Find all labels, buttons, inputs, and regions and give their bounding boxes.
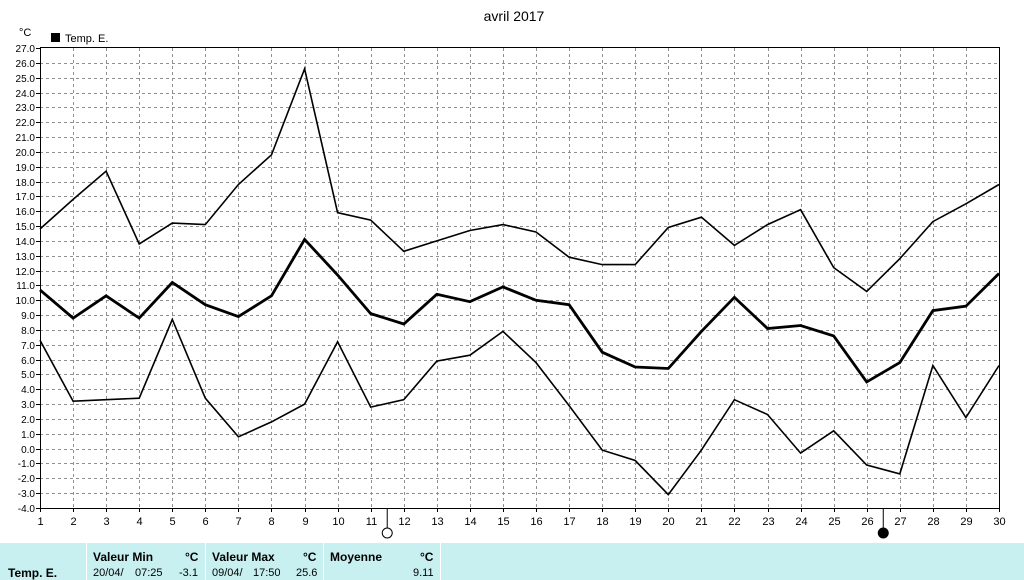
- y-tick-label: 24.0: [16, 89, 36, 100]
- x-tick-label: 4: [136, 516, 142, 528]
- y-tick-label: 9.0: [21, 311, 35, 322]
- y-tick-label: 20.0: [16, 148, 36, 159]
- y-tick-label: 21.0: [16, 133, 36, 144]
- x-tick-label: 21: [695, 516, 707, 528]
- new-moon-icon: [877, 527, 889, 539]
- x-tick-label: 30: [993, 516, 1005, 528]
- y-tick-label: 19.0: [16, 163, 36, 174]
- x-tick-label: 19: [629, 516, 641, 528]
- stats-mean-value: 9.11: [413, 567, 434, 579]
- stats-max-block: Valeur Max °C 09/04/ 17:50 25.6: [206, 543, 324, 580]
- stats-min-block: Valeur Min °C 20/04/ 07:25 -3.1: [87, 543, 206, 580]
- y-tick-label: -2.0: [18, 474, 36, 485]
- y-tick-label: 12.0: [16, 267, 36, 278]
- stats-min-unit: °C: [185, 550, 199, 564]
- series-line-max: [39, 66, 1000, 293]
- stats-empty-area: [441, 543, 1024, 580]
- y-tick-label: 11.0: [16, 281, 35, 292]
- x-tick-label: 27: [894, 516, 906, 528]
- plot-area-frame: [40, 47, 1000, 509]
- series-line-mean: [39, 237, 1000, 384]
- y-tick-label: 8.0: [21, 326, 35, 337]
- series-line-min: [39, 317, 1000, 496]
- x-axis-ticks: 1 2 3 4 5 6 7 8 9 10 11 12 13 14 15 16 17 18 19 20 21 22 23 24 2…: [37, 508, 1006, 528]
- x-tick-label: 29: [960, 516, 972, 528]
- stats-series-name-cell: Temp. E.: [0, 543, 87, 580]
- legend-entry: Temp. E.: [65, 33, 108, 45]
- y-tick-label: 6.0: [21, 356, 35, 367]
- y-tick-label: 4.0: [21, 385, 35, 396]
- stats-min-header: Valeur Min: [93, 550, 154, 564]
- series-lines: [39, 66, 1000, 496]
- stats-min-value: -3.1: [179, 567, 198, 579]
- y-tick-label: 0.0: [21, 445, 35, 456]
- x-tick-label: 17: [563, 516, 575, 528]
- chart-grid: [40, 48, 999, 508]
- x-tick-label: 1: [37, 516, 43, 528]
- x-tick-label: 7: [235, 516, 241, 528]
- y-tick-label: 25.0: [16, 74, 36, 85]
- x-tick-label: 3: [103, 516, 109, 528]
- x-tick-label: 8: [268, 516, 274, 528]
- x-tick-label: 23: [762, 516, 774, 528]
- stats-mean-unit: °C: [420, 550, 434, 564]
- y-tick-label: 27.0: [16, 44, 36, 55]
- y-tick-label: 1.0: [21, 430, 35, 441]
- stats-series-name: Temp. E.: [8, 566, 58, 580]
- x-tick-label: 10: [332, 516, 344, 528]
- y-axis-ticks: -4.0 -3.0 -2.0 -1.0 0.0 1.0 2.0 3.0 4.0 5.0 6.0 7.0…: [16, 44, 40, 515]
- y-tick-label: 18.0: [16, 178, 36, 189]
- x-tick-label: 6: [202, 516, 208, 528]
- x-tick-label: 14: [464, 516, 476, 528]
- x-tick-label: 18: [596, 516, 608, 528]
- x-tick-label: 2: [70, 516, 76, 528]
- y-tick-label: 2.0: [21, 415, 35, 426]
- x-tick-label: 11: [366, 516, 377, 528]
- y-tick-label: 26.0: [16, 59, 36, 70]
- x-tick-label: 28: [927, 516, 939, 528]
- y-tick-label: 17.0: [16, 192, 36, 203]
- temperature-chart: -4.0 -3.0 -2.0 -1.0 0.0 1.0 2.0 3.0 4.0 5.0 6.0 7.0…: [16, 8, 1006, 539]
- stats-mean-block: Moyenne °C 9.11: [324, 543, 441, 580]
- x-tick-label: 20: [662, 516, 674, 528]
- chart-title: avril 2017: [484, 8, 545, 24]
- y-axis-unit-label: °C: [19, 27, 31, 39]
- x-tick-label: 15: [497, 516, 509, 528]
- stats-mean-header: Moyenne: [330, 550, 383, 564]
- x-tick-label: 16: [530, 516, 542, 528]
- stats-max-header: Valeur Max: [212, 550, 275, 564]
- legend-swatch: [51, 33, 60, 42]
- moon-phase-markers: [381, 508, 889, 539]
- x-tick-label: 22: [728, 516, 740, 528]
- y-tick-label: 16.0: [16, 207, 36, 218]
- y-tick-label: 5.0: [21, 370, 35, 381]
- x-tick-label: 13: [431, 516, 443, 528]
- stats-max-unit: °C: [303, 550, 317, 564]
- stats-max-value: 25.6: [296, 567, 318, 579]
- y-tick-label: -3.0: [18, 489, 36, 500]
- x-tick-label: 5: [169, 516, 175, 528]
- y-tick-label: 10.0: [16, 296, 36, 307]
- stats-max-time: 17:50: [253, 567, 281, 579]
- y-tick-label: 23.0: [16, 103, 36, 114]
- x-tick-label: 9: [302, 516, 308, 528]
- stats-max-date: 09/04/: [212, 567, 243, 579]
- y-tick-label: -4.0: [18, 504, 36, 515]
- y-tick-label: 15.0: [16, 222, 36, 233]
- y-tick-label: 7.0: [21, 341, 35, 352]
- y-tick-label: -1.0: [18, 459, 36, 470]
- full-moon-icon: [381, 527, 393, 539]
- y-tick-label: 13.0: [16, 252, 36, 263]
- stats-min-time: 07:25: [135, 567, 163, 579]
- x-tick-label: 12: [398, 516, 410, 528]
- x-tick-label: 25: [828, 516, 840, 528]
- x-tick-label: 26: [861, 516, 873, 528]
- stats-min-date: 20/04/: [93, 567, 124, 579]
- y-tick-label: 14.0: [16, 237, 36, 248]
- y-tick-label: 22.0: [16, 118, 36, 129]
- x-tick-label: 24: [795, 516, 807, 528]
- y-tick-label: 3.0: [21, 400, 35, 411]
